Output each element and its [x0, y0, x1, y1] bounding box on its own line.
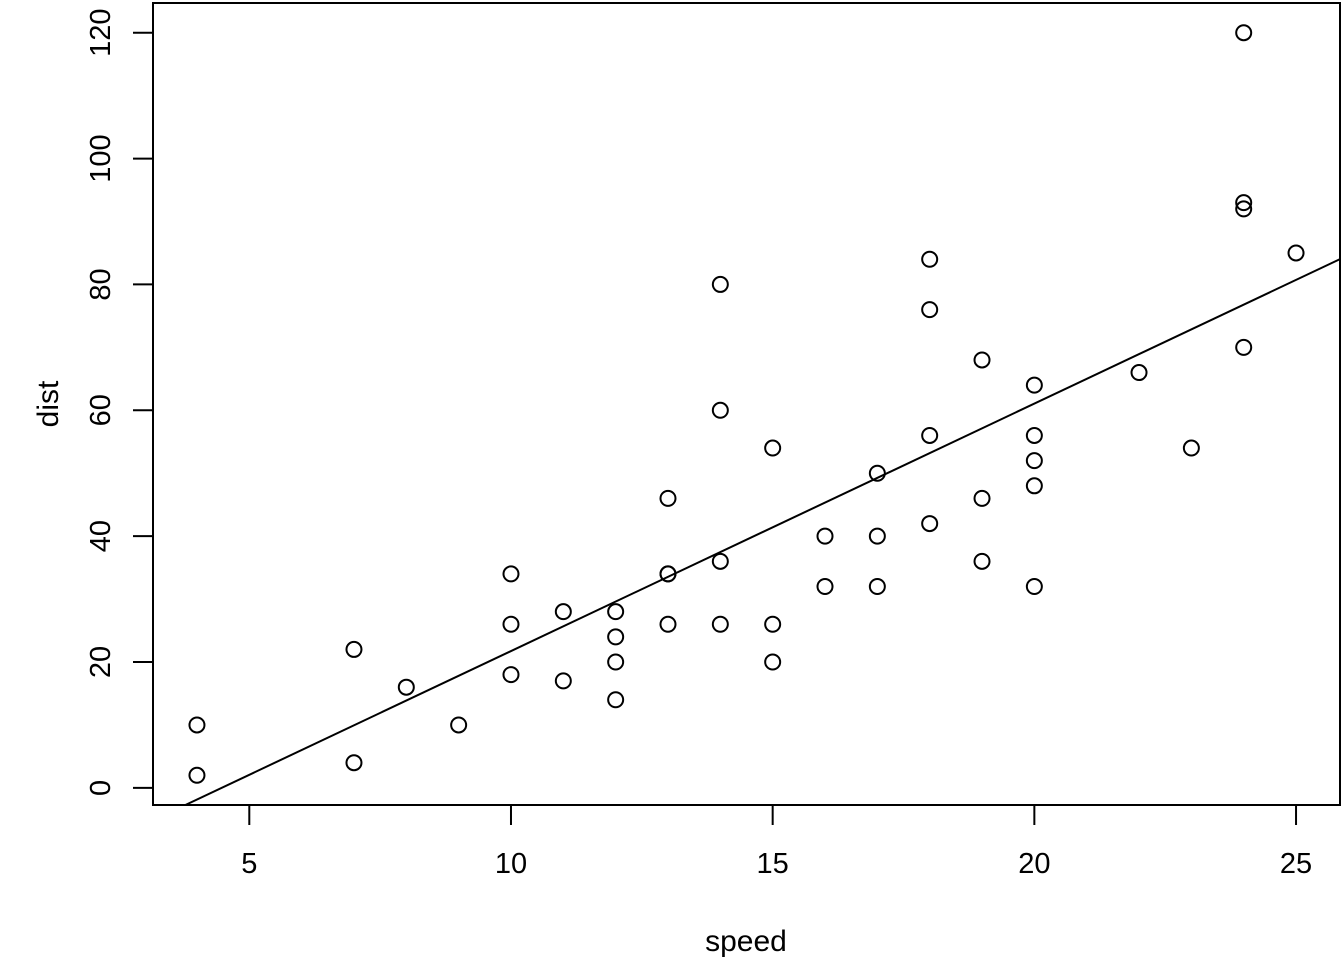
data-point	[973, 552, 991, 570]
plot-box	[152, 2, 1341, 806]
data-point	[1025, 426, 1043, 444]
data-point	[188, 716, 206, 734]
y-tick-label: 20	[85, 646, 117, 678]
data-point	[1025, 578, 1043, 596]
y-tick-label: 80	[85, 268, 117, 300]
x-tick-label: 5	[241, 848, 257, 880]
data-point	[973, 351, 991, 369]
data-point	[711, 552, 729, 570]
y-tick-label: 0	[85, 780, 117, 796]
data-point	[1235, 338, 1253, 356]
x-tick-label: 15	[757, 848, 789, 880]
data-point	[868, 527, 886, 545]
data-point	[764, 615, 782, 633]
data-point	[188, 766, 206, 784]
data-point	[450, 716, 468, 734]
data-point	[607, 628, 625, 646]
y-tick-label: 60	[85, 394, 117, 426]
data-point	[816, 527, 834, 545]
data-point	[868, 578, 886, 596]
data-point	[764, 653, 782, 671]
data-point	[921, 426, 939, 444]
data-point	[1130, 364, 1148, 382]
data-point	[345, 754, 363, 772]
data-point	[921, 250, 939, 268]
data-point	[1235, 24, 1253, 42]
data-point	[502, 615, 520, 633]
data-point	[1287, 244, 1305, 262]
x-tick-label: 10	[495, 848, 527, 880]
data-point	[711, 401, 729, 419]
data-point	[816, 578, 834, 596]
data-point	[659, 565, 677, 583]
data-point	[711, 275, 729, 293]
data-point	[1025, 452, 1043, 470]
data-point	[345, 640, 363, 658]
data-point	[554, 603, 572, 621]
y-tick-label: 40	[85, 520, 117, 552]
data-point	[1235, 200, 1253, 218]
data-point	[1025, 477, 1043, 495]
data-point	[607, 691, 625, 709]
y-tick-label: 120	[85, 9, 117, 57]
data-point	[397, 678, 415, 696]
data-point	[659, 615, 677, 633]
data-points	[188, 24, 1305, 784]
x-axis-label: speed	[705, 925, 787, 958]
data-point	[921, 301, 939, 319]
data-point	[659, 489, 677, 507]
x-tick-label: 25	[1280, 848, 1312, 880]
x-axis-ticks: 5 10 15 20 25	[241, 805, 1312, 880]
data-point	[921, 515, 939, 533]
data-point	[607, 603, 625, 621]
data-point	[1235, 194, 1253, 212]
y-axis-label: dist	[32, 380, 65, 427]
data-point	[1182, 439, 1200, 457]
y-tick-label: 100	[85, 134, 117, 182]
data-point	[607, 653, 625, 671]
data-point	[711, 615, 729, 633]
data-point	[973, 489, 991, 507]
regression-line	[184, 258, 1341, 806]
data-point	[502, 565, 520, 583]
y-axis-ticks: 0 20 40 60 80 100 120	[85, 9, 153, 796]
data-point	[554, 672, 572, 690]
data-point	[868, 464, 886, 482]
data-point	[764, 439, 782, 457]
x-tick-label: 20	[1018, 848, 1050, 880]
data-point	[1025, 376, 1043, 394]
data-point	[502, 666, 520, 684]
